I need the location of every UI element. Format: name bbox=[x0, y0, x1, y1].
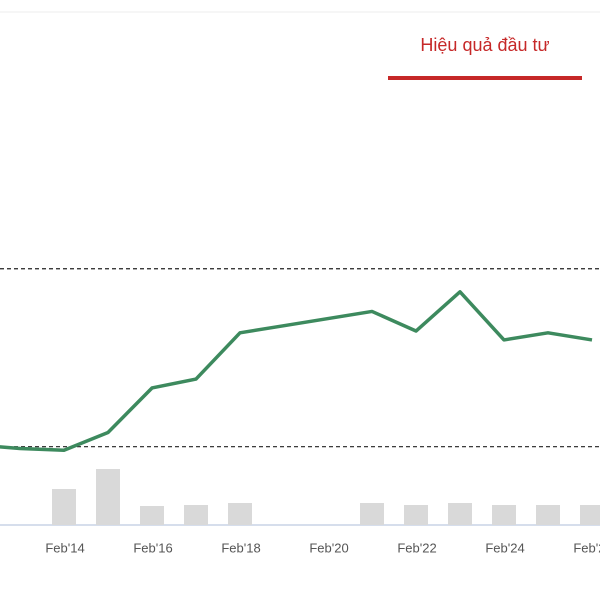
tab-underline bbox=[388, 76, 582, 80]
volume-bar bbox=[228, 503, 252, 525]
x-tick-label: Feb'22 bbox=[397, 540, 436, 555]
x-tick-label: Feb'20 bbox=[309, 540, 348, 555]
volume-bar bbox=[360, 503, 384, 525]
x-tick-label: Feb'16 bbox=[133, 540, 172, 555]
tab-label[interactable]: Hiệu quả đầu tư bbox=[420, 35, 549, 55]
volume-bar bbox=[448, 503, 472, 525]
performance-line bbox=[0, 290, 593, 453]
volume-bar bbox=[492, 505, 516, 525]
volume-bar bbox=[184, 505, 208, 525]
x-tick-label: Feb'26 bbox=[573, 540, 600, 555]
x-tick-label: Feb'18 bbox=[221, 540, 260, 555]
volume-bar bbox=[580, 505, 600, 525]
x-tick-label: Feb'14 bbox=[45, 540, 84, 555]
volume-bar bbox=[52, 489, 76, 525]
volume-bar bbox=[536, 505, 560, 525]
x-tick-label: Feb'24 bbox=[485, 540, 524, 555]
volume-bar bbox=[404, 505, 428, 525]
volume-bar bbox=[96, 469, 120, 525]
volume-bar bbox=[140, 506, 164, 525]
